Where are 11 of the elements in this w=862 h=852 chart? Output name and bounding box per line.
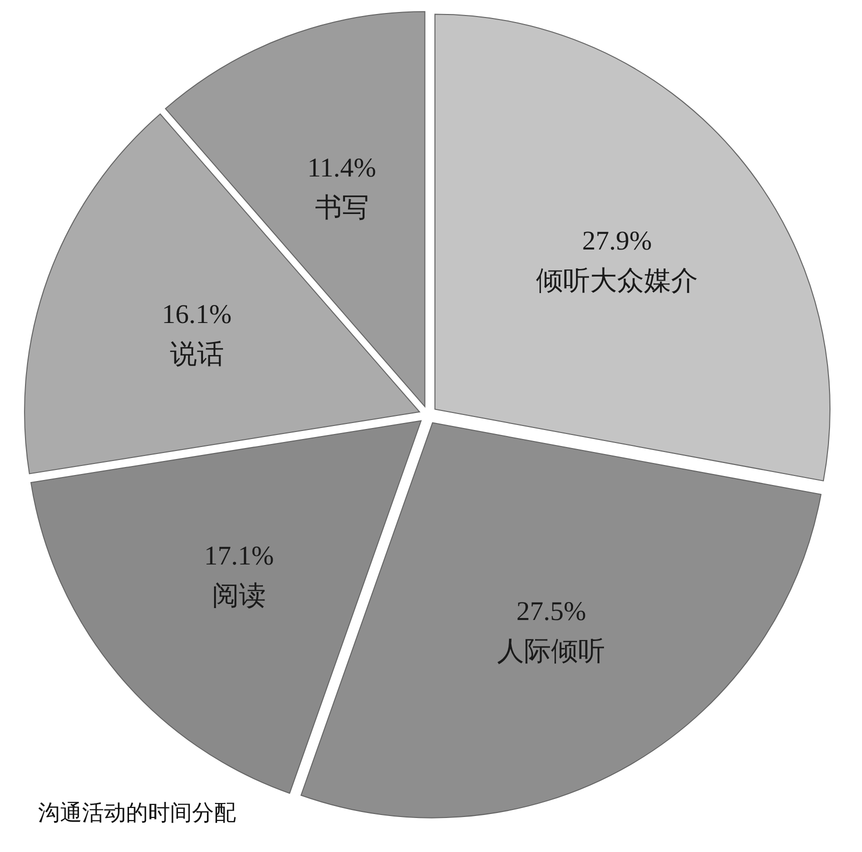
slice-label: 说话 [170, 338, 224, 369]
data-label: 11.4% [307, 152, 376, 183]
slice-label: 倾听大众媒介 [536, 266, 698, 296]
data-label: 27.9% [582, 226, 652, 256]
data-label: 27.5% [516, 596, 586, 626]
slice-label: 阅读 [212, 580, 266, 610]
data-label: 17.1% [204, 540, 274, 570]
data-label: 16.1% [162, 298, 232, 329]
slice-label: 书写 [314, 192, 369, 223]
slice-label: 人际倾听 [497, 636, 606, 666]
text: 沟通活动的时间分配 [38, 801, 236, 826]
